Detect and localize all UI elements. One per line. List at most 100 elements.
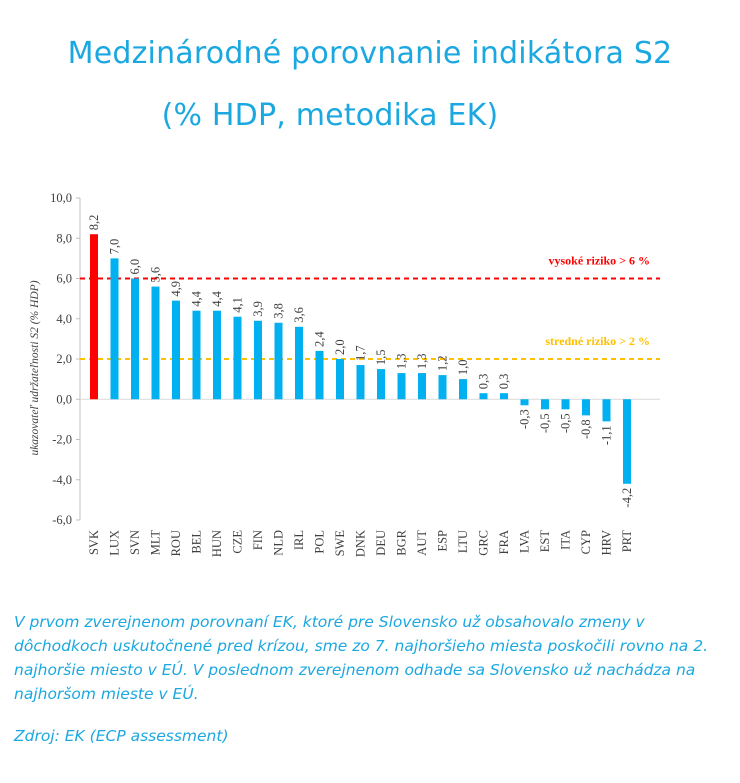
y-tick-label: -4,0 (52, 473, 72, 487)
category-label: CYP (579, 530, 593, 554)
value-label: 1,3 (415, 353, 429, 369)
category-label: FIN (251, 530, 265, 550)
y-tick-label: 2,0 (56, 352, 72, 366)
x-axis-labels: SVK LUX SVN MLT ROU BEL HUN CZE FIN NLD IRL POL SWE D… (87, 529, 634, 557)
bar-grc (479, 393, 488, 400)
y-tick-label: 4,0 (56, 312, 72, 326)
value-label: 0,3 (477, 374, 491, 390)
value-label: 8,2 (87, 215, 101, 231)
category-label: LUX (108, 530, 122, 556)
chart: 10,0 8,0 6,0 4,0 2,0 0,0 -2,0 -4,0 -6,0 vysoké r… (29, 191, 660, 557)
value-label: 3,8 (272, 303, 286, 319)
category-label: IRL (292, 530, 306, 550)
category-label: ROU (169, 530, 183, 556)
bar-bel (192, 310, 201, 400)
caption-text: V prvom zverejnenom porovnaní EK, ktoré … (14, 613, 709, 703)
value-label: 4,9 (169, 281, 183, 297)
bar-bgr (397, 373, 406, 400)
bar-est (541, 399, 549, 410)
value-label: 4,1 (231, 297, 245, 313)
value-label: 4,4 (210, 290, 224, 306)
bar-dnk (356, 365, 365, 400)
category-label: AUT (415, 530, 429, 556)
value-label: 2,0 (333, 339, 347, 355)
bar-lva (520, 399, 529, 406)
value-label: -4,2 (620, 488, 634, 508)
y-tick-label: 6,0 (56, 272, 72, 286)
y-axis-label: ukazovateľ udržateľnosti S2 (% HDP) (29, 280, 41, 455)
category-label: SVN (128, 530, 142, 555)
value-label: 7,0 (108, 239, 122, 255)
reference-line-label: vysoké riziko > 6 % (548, 254, 650, 268)
category-label: FRA (497, 530, 511, 554)
value-label: 1,7 (354, 345, 368, 361)
bars (90, 234, 631, 484)
value-label: 0,3 (497, 374, 511, 390)
reference-line-label: stredné riziko > 2 % (545, 334, 650, 348)
category-label: BGR (395, 529, 409, 555)
category-label: SVK (87, 530, 101, 555)
category-label: SWE (333, 530, 347, 557)
value-label: 3,6 (292, 307, 306, 323)
y-tick-label: 8,0 (56, 231, 72, 245)
y-tick-label: 0,0 (56, 392, 72, 406)
category-label: HRV (600, 530, 614, 555)
value-labels: 8,2 7,0 6,0 5,6 4,9 4,4 4,4 4,1 3,9 3,8 3,6 2,4 2,0 1… (87, 215, 634, 508)
value-label: -0,3 (518, 409, 532, 429)
category-label: ITA (559, 530, 573, 550)
bar-hun (213, 310, 221, 400)
value-label: -0,5 (538, 413, 552, 433)
value-label: -1,1 (600, 425, 614, 445)
bar-swe (336, 359, 344, 400)
bar-prt (623, 399, 631, 484)
chart-title-line2: (% HDP, metodika EK) (161, 98, 499, 133)
category-label: EST (538, 530, 552, 553)
bar-nld (274, 322, 283, 400)
value-label: 1,2 (436, 355, 450, 371)
bar-fin (254, 320, 262, 400)
bar-lux (110, 258, 119, 400)
bar-rou (172, 300, 180, 400)
bar-cyp (582, 399, 590, 416)
value-label: 1,5 (374, 349, 388, 365)
category-label: PRT (620, 530, 634, 553)
bar-fra (500, 393, 508, 400)
bar-cze (233, 316, 242, 400)
value-label: 5,6 (149, 267, 163, 283)
bar-aut (418, 373, 426, 400)
value-label: 4,4 (190, 290, 204, 306)
category-label: POL (313, 530, 327, 554)
bar-hrv (602, 399, 611, 422)
bar-svn (131, 278, 139, 400)
bar-mlt (151, 286, 160, 400)
category-label: LVA (518, 530, 532, 553)
bar-svk (90, 234, 98, 400)
y-tick-label: 10,0 (50, 191, 72, 205)
category-label: BEL (190, 530, 204, 554)
value-label: -0,5 (559, 413, 573, 433)
bar-ita (561, 399, 570, 410)
bar-ltu (459, 379, 467, 400)
category-label: GRC (477, 530, 491, 556)
category-label: DEU (374, 530, 388, 556)
value-label: 6,0 (128, 259, 142, 275)
category-label: CZE (231, 530, 245, 554)
chart-title-line1: Medzinárodné porovnanie indikátora S2 (67, 36, 673, 71)
category-label: HUN (210, 530, 224, 557)
reference-lines: vysoké riziko > 6 % stredné riziko > 2 % (80, 254, 660, 360)
value-label: 1,3 (395, 353, 409, 369)
bar-irl (295, 326, 303, 400)
category-label: NLD (272, 530, 286, 556)
value-label: -0,8 (579, 419, 593, 439)
bar-deu (377, 369, 385, 400)
category-label: MLT (149, 530, 163, 556)
value-label: 2,4 (313, 331, 327, 347)
value-label: 1,0 (456, 360, 470, 376)
bar-esp (438, 375, 447, 400)
bar-pol (315, 350, 324, 400)
category-label: LTU (456, 530, 470, 553)
category-label: DNK (354, 530, 368, 557)
y-tick-label: -6,0 (52, 513, 72, 527)
source-note: Zdroj: EK (ECP assessment) (14, 727, 229, 745)
y-tick-label: -2,0 (52, 433, 72, 447)
